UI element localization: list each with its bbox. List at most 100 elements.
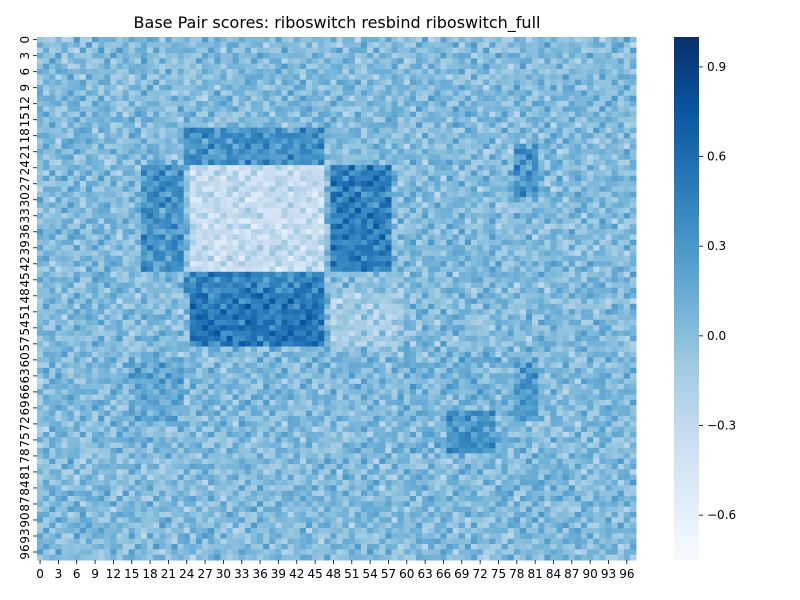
heatmap-cell (275, 293, 282, 299)
heatmap-cell (519, 42, 527, 49)
heatmap-cell (397, 85, 405, 91)
heatmap-cell (293, 255, 301, 262)
heatmap-cell (556, 138, 564, 145)
heatmap-cell (43, 90, 50, 97)
heatmap-cell (202, 186, 209, 193)
heatmap-cell (183, 85, 191, 91)
heatmap-cell (244, 101, 252, 107)
heatmap-cell (318, 207, 325, 214)
heatmap-cell (367, 181, 374, 187)
heatmap-cell (324, 271, 331, 278)
heatmap-cell (617, 106, 625, 113)
heatmap-cell (208, 186, 215, 193)
heatmap-cell (79, 239, 87, 246)
heatmap-cell (318, 234, 325, 241)
heatmap-cell (226, 63, 234, 70)
heatmap-cell (483, 74, 490, 81)
heatmap-cell (263, 186, 270, 193)
heatmap-cell (605, 261, 613, 267)
heatmap-cell (544, 69, 551, 75)
heatmap-cell (562, 181, 570, 187)
heatmap-cell (434, 197, 441, 203)
heatmap-cell (409, 186, 417, 193)
heatmap-cell (519, 37, 527, 43)
heatmap-cell (458, 229, 466, 235)
heatmap-cell (104, 79, 111, 86)
heatmap-cell (98, 133, 105, 139)
heatmap-cell (403, 122, 411, 129)
heatmap-cell (281, 287, 289, 294)
heatmap-cell (281, 42, 289, 49)
heatmap-cell (134, 239, 142, 246)
heatmap-cell (458, 117, 466, 123)
heatmap-cell (617, 101, 625, 107)
heatmap-cell (525, 181, 533, 187)
heatmap-cell (538, 266, 545, 273)
heatmap-cell (422, 37, 429, 43)
heatmap-cell (489, 85, 496, 91)
heatmap-cell (574, 287, 582, 294)
heatmap-cell (367, 117, 374, 123)
heatmap-cell (165, 245, 172, 251)
heatmap-cell (293, 90, 301, 97)
heatmap-cell (287, 229, 295, 235)
heatmap-cell (617, 154, 625, 161)
heatmap-cell (544, 42, 551, 49)
heatmap-cell (568, 133, 576, 139)
heatmap-cell (611, 122, 619, 129)
heatmap-cell (379, 79, 386, 86)
heatmap-cell (293, 149, 301, 155)
heatmap-cell (360, 239, 368, 246)
heatmap-cell (116, 186, 124, 193)
heatmap-cell (305, 58, 313, 65)
heatmap-cell (183, 223, 191, 230)
heatmap-cell (605, 234, 613, 241)
heatmap-cell (92, 106, 99, 113)
heatmap-cell (165, 303, 172, 310)
heatmap-cell (49, 287, 56, 294)
heatmap-cell (208, 202, 215, 209)
heatmap-cell (257, 261, 264, 267)
heatmap-cell (354, 271, 362, 278)
heatmap-cell (140, 85, 148, 91)
heatmap-cell (299, 271, 307, 278)
heatmap-cell (373, 58, 380, 65)
heatmap-cell (409, 181, 417, 187)
heatmap-cell (605, 165, 613, 171)
heatmap-cell (440, 154, 448, 161)
heatmap-cell (238, 79, 246, 86)
heatmap-cell (177, 277, 185, 283)
heatmap-cell (208, 53, 215, 59)
heatmap-cell (434, 218, 441, 225)
heatmap-cell (397, 74, 405, 81)
heatmap-cell (257, 95, 264, 102)
heatmap-cell (623, 69, 631, 75)
heatmap-cell (232, 234, 240, 241)
heatmap-cell (562, 53, 570, 59)
heatmap-cell (440, 266, 448, 273)
heatmap-cell (232, 255, 240, 262)
heatmap-cell (61, 159, 69, 166)
heatmap-cell (354, 58, 362, 65)
heatmap-cell (495, 149, 503, 155)
heatmap-cell (171, 159, 179, 166)
heatmap-cell (232, 261, 240, 267)
heatmap-cell (177, 138, 185, 145)
heatmap-cell (122, 111, 130, 118)
heatmap-cell (568, 186, 576, 193)
heatmap-cell (580, 181, 588, 187)
heatmap-cell (269, 74, 276, 81)
heatmap-cell (122, 85, 130, 91)
heatmap-cell (140, 271, 148, 278)
heatmap-cell (385, 261, 393, 267)
heatmap-cell (104, 42, 111, 49)
heatmap-cell (611, 298, 619, 305)
heatmap-cell (37, 186, 44, 193)
heatmap-cell (550, 191, 558, 198)
heatmap-cell (379, 69, 386, 75)
heatmap-cell (434, 154, 441, 161)
heatmap-cell (49, 255, 56, 262)
heatmap-cell (140, 79, 148, 86)
heatmap-cell (568, 181, 576, 187)
heatmap-cell (324, 277, 331, 283)
